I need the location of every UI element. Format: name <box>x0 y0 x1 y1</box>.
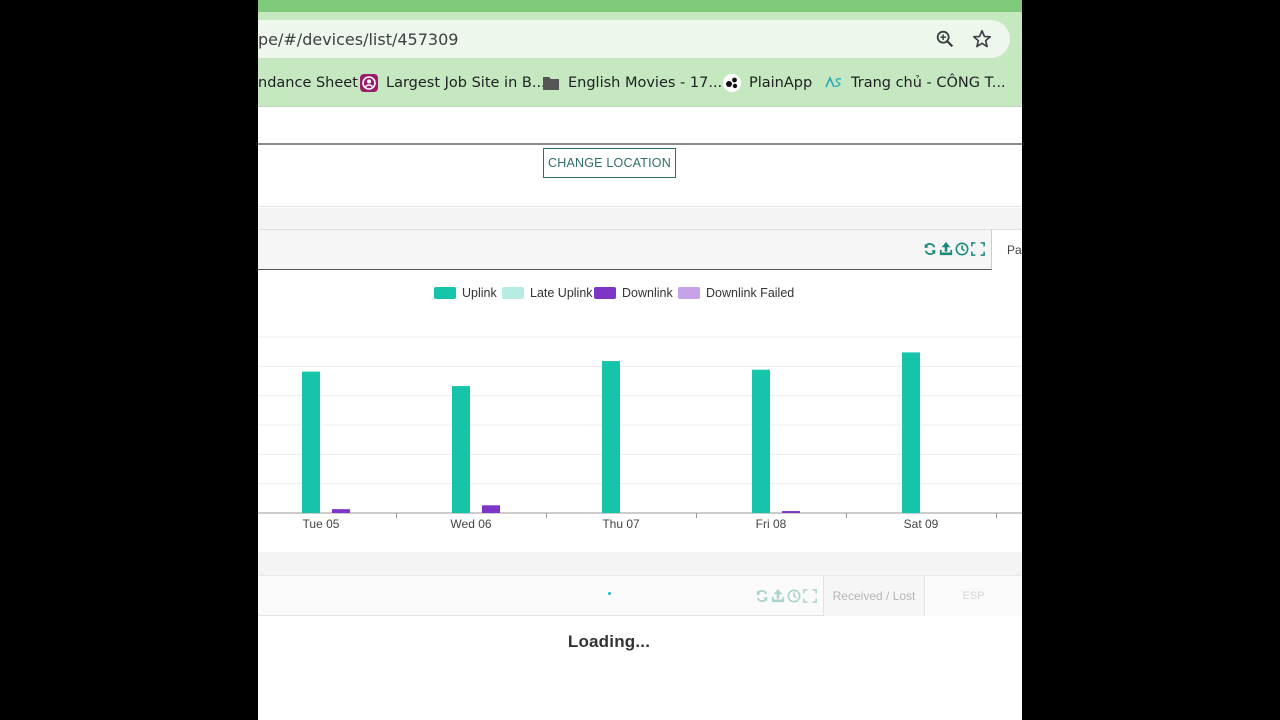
zoom-icon[interactable] <box>934 28 956 50</box>
bar-uplink[interactable] <box>452 386 470 513</box>
bookmark-label: ndance Sheet <box>258 75 358 91</box>
bar-downlink[interactable] <box>482 505 500 513</box>
legend-item[interactable]: Downlink Failed <box>678 286 794 300</box>
legend-label: Uplink <box>462 286 497 300</box>
bookmark-label: Trang chủ - CÔNG T... <box>851 75 1006 91</box>
history-icon[interactable] <box>955 242 969 256</box>
legend-label: Late Uplink <box>530 286 593 300</box>
page-header <box>258 107 1022 145</box>
tab-received-lost[interactable]: Received / Lost <box>823 575 924 616</box>
toolbar-divider <box>258 106 1022 107</box>
change-location-button[interactable]: CHANGE LOCATION <box>543 148 676 178</box>
chart-plot: Tue 05 Wed 06 Thu 07 Fri 08 Sat 09 <box>258 336 1022 531</box>
legend-swatch <box>594 287 616 299</box>
panel-tab[interactable]: Pa <box>992 229 1022 270</box>
legend-item[interactable]: Uplink <box>434 286 497 300</box>
section-gap <box>258 208 1022 229</box>
x-tick-label: Sat 09 <box>904 517 939 531</box>
fullscreen-icon[interactable] <box>803 589 817 603</box>
bar-uplink[interactable] <box>902 352 920 513</box>
chart-legend: Uplink Late Uplink Downlink Downlink Fai… <box>258 284 1022 304</box>
bookmark-label: English Movies - 17... <box>568 75 723 91</box>
refresh-icon[interactable] <box>755 589 769 603</box>
bookmark-trang-chu[interactable]: Trang chủ - CÔNG T... <box>825 72 1006 94</box>
bookmarks-bar: ndance Sheet Largest Job Site in B... En… <box>258 68 1022 96</box>
bar-uplink[interactable] <box>602 361 620 513</box>
bookmark-plainapp[interactable]: PlainApp <box>723 72 812 94</box>
bar-uplink[interactable] <box>752 369 770 513</box>
chart-toolbar <box>923 242 985 256</box>
bookmark-english-movies[interactable]: English Movies - 17... <box>542 72 722 94</box>
folder-icon <box>542 74 560 92</box>
panel-tab-label: Pa <box>1007 243 1022 257</box>
tab-strip <box>258 0 1022 12</box>
legend-item[interactable]: Late Uplink <box>502 286 593 300</box>
legend-swatch <box>434 287 456 299</box>
address-bar[interactable]: pe/#/devices/list/457309 <box>258 20 1010 58</box>
legend-label: Downlink Failed <box>706 286 795 300</box>
browser-window: pe/#/devices/list/457309 ndance Sheet La… <box>258 0 1022 720</box>
x-tick-label: Wed 06 <box>450 517 491 531</box>
legend-label: Downlink <box>622 286 673 300</box>
history-icon[interactable] <box>787 589 801 603</box>
url-text[interactable]: pe/#/devices/list/457309 <box>258 30 459 49</box>
second-panel-header <box>258 575 823 616</box>
ase-icon <box>825 74 843 92</box>
bookmark-label: Largest Job Site in B... <box>386 75 546 91</box>
bookmark-star-icon[interactable] <box>971 28 993 50</box>
export-icon[interactable] <box>771 589 785 603</box>
legend-item[interactable]: Downlink <box>594 286 673 300</box>
export-icon[interactable] <box>939 242 953 256</box>
section-gap <box>258 552 1022 575</box>
tab-esp[interactable]: ESP <box>924 575 1022 616</box>
x-tick-label: Thu 07 <box>602 517 640 531</box>
bookmark-attendance[interactable]: ndance Sheet <box>258 72 358 94</box>
job-site-icon <box>360 74 378 92</box>
bar-downlink[interactable] <box>782 511 800 513</box>
plainapp-icon <box>723 74 741 92</box>
location-section: CHANGE LOCATION <box>258 147 1022 207</box>
x-tick-label: Tue 05 <box>303 517 340 531</box>
bar-downlink[interactable] <box>332 509 350 513</box>
legend-swatch <box>502 287 524 299</box>
chart-panel-header <box>258 229 992 270</box>
bookmark-label: PlainApp <box>749 75 813 91</box>
refresh-icon[interactable] <box>923 242 937 256</box>
browser-toolbar: pe/#/devices/list/457309 ndance Sheet La… <box>258 0 1022 106</box>
loading-text: Loading... <box>567 632 651 651</box>
bar-uplink[interactable] <box>302 371 320 513</box>
panel2-toolbar <box>755 589 817 603</box>
bookmark-job-site[interactable]: Largest Job Site in B... <box>360 72 546 94</box>
x-tick-label: Fri 08 <box>756 517 787 531</box>
legend-swatch <box>678 287 700 299</box>
fullscreen-icon[interactable] <box>971 242 985 256</box>
loading-spinner <box>608 592 611 595</box>
